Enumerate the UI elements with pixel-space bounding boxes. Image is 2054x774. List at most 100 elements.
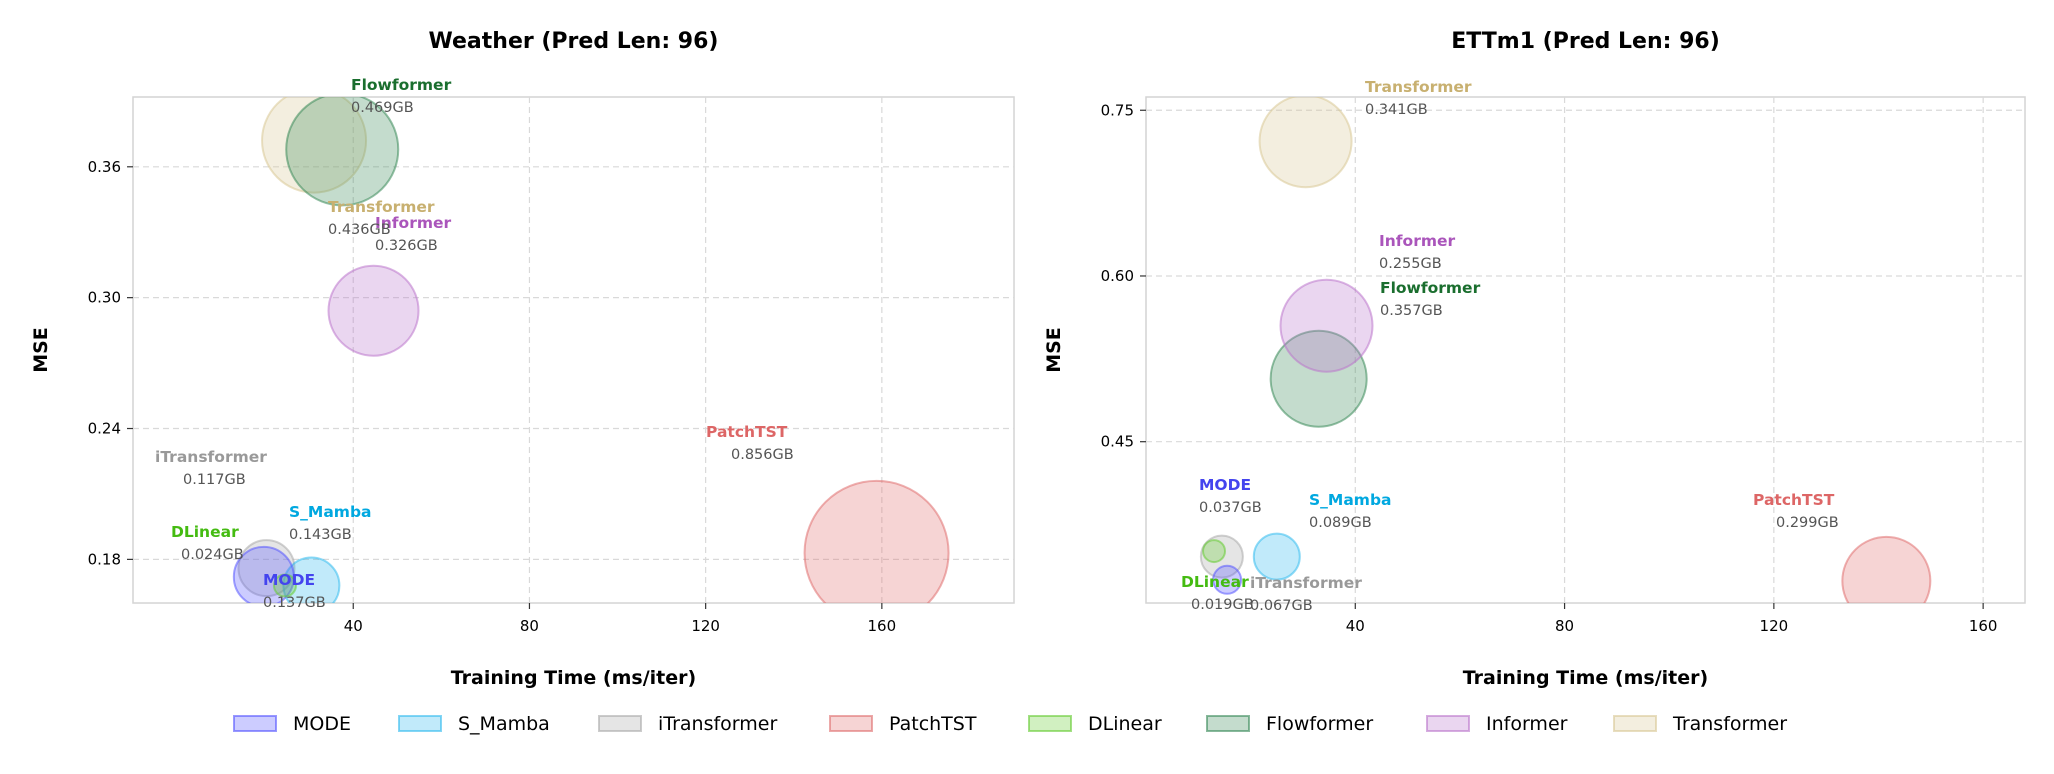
bubble-patchtst — [1841, 535, 1932, 603]
memory-mode: 0.037GB — [1199, 500, 1262, 516]
x-tick-label: 120 — [691, 617, 720, 635]
y-tick-label: 0.18 — [88, 550, 121, 568]
legend-swatch — [233, 715, 277, 732]
memory-dlinear: 0.024GB — [181, 547, 244, 563]
legend-item-dlinear: DLinear — [1028, 713, 1162, 735]
legend-label: MODE — [293, 713, 351, 735]
label-patchtst: PatchTST — [1753, 491, 1835, 509]
legend-label: PatchTST — [889, 713, 977, 735]
x-axis-label: Training Time (ms/iter) — [1463, 667, 1708, 689]
legend-label: S_Mamba — [458, 713, 550, 735]
bubble-s-mamba — [1252, 532, 1301, 581]
memory-transformer: 0.436GB — [328, 222, 391, 238]
y-tick-label: 0.75 — [1101, 101, 1134, 119]
y-axis-label: MSE — [30, 327, 52, 373]
legend-swatch — [398, 715, 442, 732]
legend-item-flowformer: Flowformer — [1206, 713, 1373, 735]
label-flowformer: Flowformer — [351, 76, 452, 94]
label-mode: MODE — [263, 571, 315, 589]
bubble-dlinear — [272, 573, 297, 598]
bubble-flowformer — [1269, 329, 1368, 428]
memory-s-mamba: 0.089GB — [1309, 515, 1372, 531]
bubble-transformer — [261, 97, 368, 194]
label-dlinear: DLinear — [1181, 573, 1249, 591]
plot-frame — [132, 96, 1015, 604]
label-itransformer: iTransformer — [155, 448, 267, 466]
x-tick-label: 80 — [1555, 617, 1574, 635]
legend-label: DLinear — [1088, 713, 1162, 735]
legend-swatch — [1426, 715, 1470, 732]
plot-frame — [1145, 96, 2026, 604]
x-tick-label: 40 — [1346, 617, 1365, 635]
bubble-layer — [232, 97, 950, 603]
label-transformer: Transformer — [328, 198, 435, 216]
bubble-dlinear — [1202, 539, 1227, 564]
bubble-mode — [232, 545, 295, 603]
panel-weather: 40 80 120 160 0.18 0.24 0.30 0.36 Weather (Pred … — [30, 29, 1015, 689]
x-tick-label: 120 — [1760, 617, 1789, 635]
bubble-s-mamba — [282, 556, 341, 603]
legend-item-informer: Informer — [1426, 713, 1568, 735]
legend-swatch — [1206, 715, 1250, 732]
legend-swatch — [1028, 715, 1072, 732]
bubble-informer — [1279, 278, 1374, 373]
x-tick-label: 80 — [520, 617, 539, 635]
bubble-mode — [1212, 564, 1243, 595]
y-axis-label: MSE — [1043, 327, 1065, 373]
label-s-mamba: S_Mamba — [289, 503, 372, 521]
chart-title: Weather (Pred Len: 96) — [429, 29, 719, 54]
label-mode: MODE — [1199, 476, 1251, 494]
memory-informer: 0.255GB — [1379, 256, 1442, 272]
x-tick-label: 40 — [344, 617, 363, 635]
y-tick-label: 0.60 — [1101, 267, 1134, 285]
bubble-flowformer — [285, 97, 400, 207]
memory-mode: 0.137GB — [263, 595, 326, 611]
label-patchtst: PatchTST — [706, 423, 788, 441]
y-tick-label: 0.30 — [88, 289, 121, 307]
panel-ettm1: 40 80 120 160 0.45 0.60 0.75 ETTm1 (Pred Len: 9… — [1043, 29, 2026, 689]
label-informer: Informer — [1379, 232, 1456, 250]
legend-swatch — [829, 715, 873, 732]
label-flowformer: Flowformer — [1380, 279, 1481, 297]
memory-dlinear: 0.019GB — [1191, 597, 1254, 613]
memory-s-mamba: 0.143GB — [289, 527, 352, 543]
legend-label: Transformer — [1672, 713, 1787, 735]
legend-item-itransformer: iTransformer — [598, 713, 777, 735]
label-itransformer: iTransformer — [1250, 574, 1362, 592]
bubble-patchtst — [803, 479, 950, 603]
x-tick-label: 160 — [868, 617, 897, 635]
bubble-informer — [327, 264, 420, 357]
bubble-layer — [1199, 97, 1932, 603]
memory-flowformer: 0.469GB — [351, 100, 414, 116]
bubble-transformer — [1258, 97, 1353, 189]
bubble-itransformer — [237, 539, 296, 598]
label-s-mamba: S_Mamba — [1309, 491, 1392, 509]
legend-swatch — [1613, 715, 1657, 732]
label-transformer: Transformer — [1365, 78, 1472, 96]
legend: MODE S_Mamba iTransformer PatchTST DLinear Fl… — [233, 713, 1787, 735]
legend-item-mode: MODE — [233, 713, 351, 735]
memory-transformer: 0.341GB — [1365, 102, 1428, 118]
legend-swatch — [598, 715, 642, 732]
memory-informer: 0.326GB — [375, 238, 438, 254]
label-informer: Informer — [375, 214, 452, 232]
chart-title: ETTm1 (Pred Len: 96) — [1451, 29, 1720, 54]
x-tick-label: 160 — [1969, 617, 1998, 635]
x-axis-label: Training Time (ms/iter) — [451, 667, 696, 689]
memory-patchtst: 0.299GB — [1776, 515, 1839, 531]
memory-patchtst: 0.856GB — [731, 447, 794, 463]
legend-item-transformer: Transformer — [1613, 713, 1787, 735]
legend-item-s-mamba: S_Mamba — [398, 713, 550, 735]
y-tick-label: 0.36 — [88, 158, 121, 176]
memory-itransformer: 0.067GB — [1250, 598, 1313, 614]
legend-item-patchtst: PatchTST — [829, 713, 977, 735]
label-dlinear: DLinear — [171, 523, 239, 541]
legend-label: iTransformer — [658, 713, 777, 735]
y-tick-label: 0.24 — [88, 420, 121, 438]
memory-flowformer: 0.357GB — [1380, 303, 1443, 319]
legend-label: Flowformer — [1266, 713, 1373, 735]
memory-itransformer: 0.117GB — [183, 472, 246, 488]
legend-label: Informer — [1486, 713, 1568, 735]
y-tick-label: 0.45 — [1101, 433, 1134, 451]
